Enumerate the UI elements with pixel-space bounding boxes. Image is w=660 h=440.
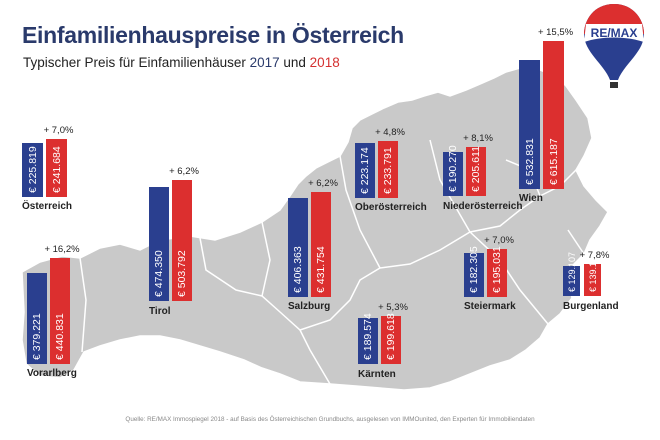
bar-value-label: € 379.221 [31, 313, 43, 360]
bar-2018: € 241.684 [46, 139, 67, 197]
page-title: Einfamilienhauspreise in Österreich [22, 22, 404, 48]
change-label: + 5,3% [378, 302, 408, 313]
bar-2017: € 532.831 [519, 60, 540, 189]
legend-2017: 2017 [249, 55, 280, 70]
change-label: + 8,1% [463, 133, 493, 144]
page-subtitle: Typischer Preis für Einfamilienhäuser 20… [23, 55, 340, 70]
subtitle-text: und [279, 55, 310, 70]
bar-2018: € 199.618 [381, 313, 401, 364]
region-label: Salzburg [288, 301, 331, 312]
region-label: Tirol [149, 306, 171, 317]
subtitle-text: Typischer Preis für Einfamilienhäuser [23, 55, 250, 70]
state-borders [79, 139, 585, 385]
change-label: + 4,8% [375, 127, 405, 138]
legend-2018: 2018 [309, 55, 340, 70]
bar-value-label: € 431.754 [315, 246, 327, 293]
bar-2017: € 223.174 [355, 143, 375, 198]
bar-value-label: € 532.831 [523, 138, 536, 185]
bar-value-label: € 440.831 [54, 313, 66, 360]
bar-2018: € 431.754 [311, 192, 331, 297]
region-label: Wien [519, 193, 543, 204]
bar-value-label: € 205.611 [470, 146, 482, 192]
bar-2017: € 189.574 [358, 313, 378, 364]
bar-value-label: € 129.107 [566, 251, 577, 292]
bar-value-label: € 615.187 [547, 138, 560, 185]
change-label: + 6,2% [169, 166, 199, 177]
bar-value-label: € 233.791 [382, 147, 394, 194]
bar-value-label: € 189.574 [362, 313, 374, 360]
bar-2018: € 615.187 [543, 41, 564, 189]
bar-2017: € 379.221 [27, 273, 47, 364]
region-label: Kärnten [358, 369, 396, 380]
bar-2017: € 182.305 [464, 246, 484, 297]
change-label: + 7,0% [484, 235, 514, 246]
remax-balloon-logo: RE/MAX [584, 4, 644, 88]
bar-2018: € 440.831 [50, 258, 70, 364]
bar-2017: € 406.363 [288, 198, 308, 297]
region-label: Burgenland [563, 301, 619, 312]
bar-value-label: € 223.174 [359, 147, 371, 194]
bar-value-label: € 225.819 [26, 146, 39, 193]
bar-2018: € 205.611 [466, 146, 486, 196]
change-label: + 16,2% [44, 244, 80, 255]
bar-value-label: € 195.031 [491, 246, 503, 293]
region-label: Niederösterreich [443, 201, 523, 212]
bar-value-label: € 241.684 [50, 146, 63, 193]
change-label: + 15,5% [537, 27, 574, 38]
region-label: Vorarlberg [27, 368, 77, 379]
bar-2018: € 195.031 [487, 246, 507, 297]
bar-value-label: € 503.792 [176, 250, 188, 297]
bar-value-label: € 406.363 [292, 246, 304, 293]
bar-2017: € 190.270 [443, 145, 463, 196]
change-label: + 6,2% [308, 178, 338, 189]
bar-value-label: € 190.270 [447, 145, 459, 192]
region-label: Österreich [22, 201, 73, 212]
bar-2018: € 233.791 [378, 141, 398, 198]
bar-value-label: € 474.350 [153, 250, 165, 297]
bar-2018: € 139.165 [584, 252, 601, 296]
source-note: Quelle: RE/MAX Immospiegel 2018 - auf Ba… [125, 416, 535, 423]
change-label: + 7,8% [579, 250, 610, 261]
bar-value-label: € 199.618 [385, 313, 397, 360]
change-label: + 7,0% [43, 125, 74, 136]
bar-2018: € 503.792 [172, 180, 192, 301]
bar-2017: € 474.350 [149, 187, 169, 301]
svg-text:RE/MAX: RE/MAX [591, 26, 638, 40]
region-label: Oberösterreich [355, 202, 427, 213]
bar-2017: € 225.819 [22, 143, 43, 197]
region-label: Steiermark [464, 301, 516, 312]
bar-value-label: € 182.305 [468, 246, 480, 293]
bar-2017: € 129.107 [563, 252, 580, 296]
